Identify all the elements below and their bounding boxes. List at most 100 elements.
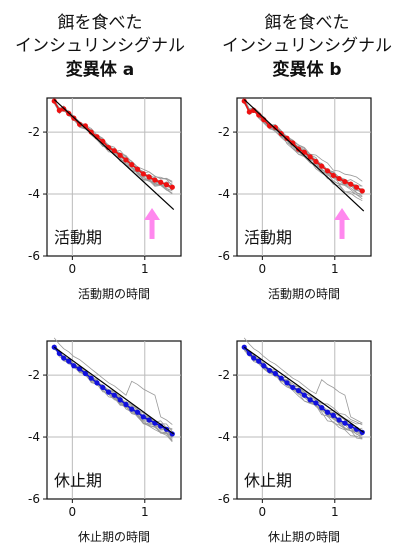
panel-label: 休止期 (244, 471, 292, 490)
mean-point (319, 405, 325, 411)
fit-line (243, 346, 365, 433)
mean-line (53, 346, 173, 435)
mean-point (284, 380, 290, 386)
mean-point (330, 172, 336, 179)
panel-label: 活動期 (54, 228, 102, 247)
mean-point (330, 412, 336, 418)
mean-point (158, 179, 164, 185)
x-tick-label: 1 (141, 505, 149, 519)
panel-label: 休止期 (54, 471, 102, 490)
mean-point (307, 397, 313, 403)
mean-point (319, 163, 325, 169)
mean-point (336, 417, 342, 423)
panel-top-right: -2 -4 -6 0 1 活動期の時間 活動期 (218, 97, 372, 301)
mean-point (307, 154, 313, 160)
mean-point (272, 124, 278, 131)
mean-point (94, 380, 100, 386)
panel-top-left: -2 -4 -6 0 1 活動期の時間 活動期 (28, 97, 182, 301)
title-bold: 変異体 b (272, 59, 341, 80)
plot-frame (236, 97, 372, 257)
x-tick-label: 0 (69, 262, 77, 276)
mean-point (163, 182, 170, 188)
mean-point (134, 166, 141, 172)
mean-point (105, 389, 112, 395)
x-tick-label: 0 (259, 262, 267, 276)
individual-trace (243, 337, 363, 424)
y-tick-label: -6 (218, 249, 230, 263)
mean-point (146, 174, 152, 180)
mean-point (88, 375, 94, 381)
mean-point (111, 392, 117, 398)
x-tick-label: 1 (331, 262, 339, 276)
y-tick-label: -6 (28, 492, 40, 506)
plot-frame (46, 340, 182, 500)
mean-line (243, 346, 363, 434)
arrow-head (144, 207, 161, 220)
mean-point (359, 188, 365, 194)
mean-point (301, 149, 307, 155)
y-tick-label: -6 (28, 249, 40, 263)
mean-point (324, 409, 331, 415)
mean-point (140, 414, 146, 420)
title-bold: 変異体 a (66, 59, 134, 80)
mean-point (129, 406, 135, 412)
y-tick-label: -2 (218, 125, 230, 139)
mean-point (129, 162, 135, 168)
panel-label: 活動期 (244, 228, 292, 247)
title-line-1: 餌を食べた (58, 13, 143, 33)
mean-point (348, 423, 354, 429)
y-tick-label: -4 (28, 430, 40, 444)
x-tick-label: 0 (259, 505, 267, 519)
mean-point (324, 168, 331, 174)
plot-frame (236, 340, 372, 500)
mean-point (256, 358, 262, 364)
mean-point (61, 355, 67, 361)
mean-point (76, 366, 83, 372)
mean-point (261, 363, 267, 369)
mean-point (134, 409, 141, 415)
y-tick-label: -6 (218, 492, 230, 506)
mean-point (169, 184, 175, 190)
mean-point (140, 171, 146, 177)
y-tick-label: -4 (218, 430, 230, 444)
fit-line (53, 99, 175, 210)
mean-line (243, 100, 363, 192)
mean-point (117, 152, 123, 158)
mean-point (76, 121, 83, 127)
mean-point (71, 363, 77, 369)
mean-point (246, 109, 252, 115)
mean-point (353, 184, 360, 190)
mean-point (342, 420, 348, 426)
plot-frame (46, 97, 182, 257)
x-tick-label: 0 (69, 505, 77, 519)
mean-point (66, 358, 72, 364)
y-tick-label: -4 (218, 187, 230, 201)
title-line-2: インシュリンシグナル (222, 36, 392, 56)
individual-trace (243, 98, 363, 200)
mean-point (146, 417, 152, 423)
mean-point (266, 367, 273, 374)
mean-point (272, 370, 278, 377)
mean-point (301, 392, 307, 398)
mean-point (100, 384, 106, 391)
mean-point (123, 157, 129, 163)
individual-trace (53, 99, 173, 187)
mean-point (336, 175, 342, 182)
mean-point (295, 146, 302, 152)
x-tick-label: 1 (141, 262, 149, 276)
fit-line (243, 99, 365, 212)
mean-point (117, 397, 123, 403)
column-title-a: 餌を食べた インシュリンシグナル 変異体 a (15, 13, 185, 80)
x-axis-label: 活動期の時間 (78, 287, 150, 301)
mean-point (56, 107, 62, 113)
mean-point (266, 123, 273, 129)
panel-bottom-right: -2 -4 -6 0 1 休止期の時間 休止期 (218, 337, 372, 544)
mean-point (313, 158, 319, 165)
fit-line (53, 346, 175, 435)
mean-point (295, 387, 302, 394)
mean-point (278, 375, 284, 381)
x-axis-label: 活動期の時間 (268, 287, 340, 301)
column-title-b: 餌を食べた インシュリンシグナル 変異体 b (222, 13, 392, 80)
y-tick-label: -2 (28, 368, 40, 382)
